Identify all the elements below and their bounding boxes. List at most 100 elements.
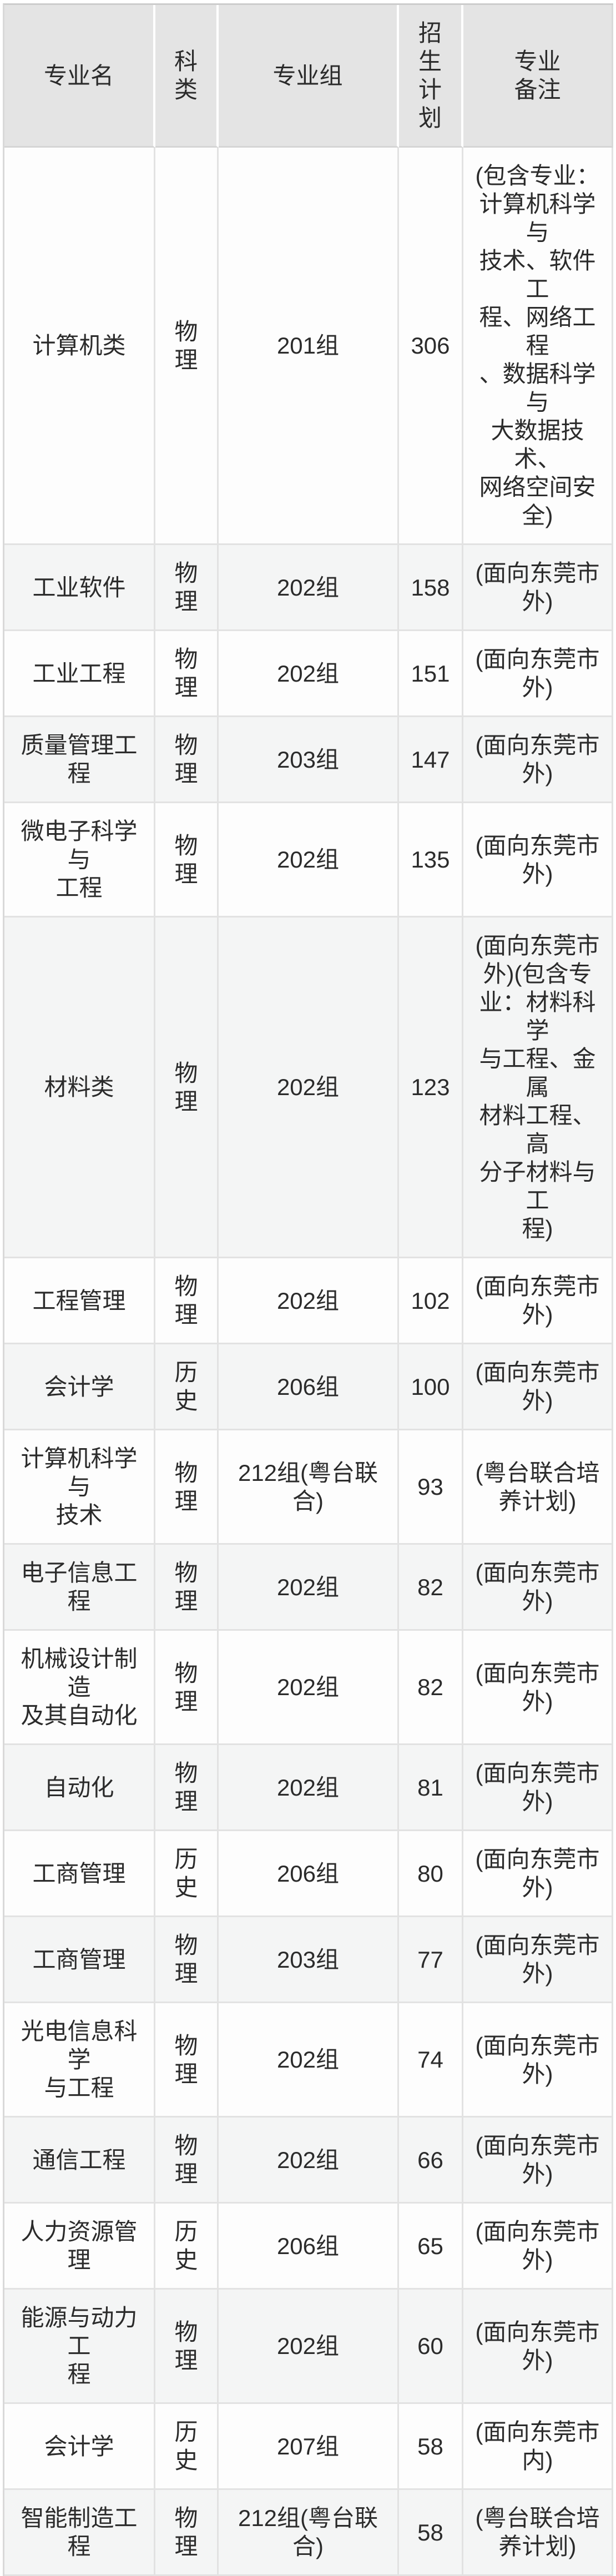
major-group-cell: 206组 (219, 2204, 399, 2290)
enrollment-plan-cell: 80 (399, 1831, 463, 1917)
major-remark-cell: (面向东莞市 外) (463, 1344, 613, 1430)
major-group-cell: 202组 (219, 918, 399, 1258)
major-name-cell: 材料类 (4, 918, 155, 1258)
table-row: 工商管理 历 史 206组 80 (面向东莞市 外) (4, 1831, 613, 1917)
subject-type-cell: 物 理 (155, 1258, 219, 1344)
table-row: 工业软件 物 理 202组 158 (面向东莞市 外) (4, 545, 613, 631)
major-remark-cell: (面向东莞市 外) (463, 803, 613, 918)
enrollment-plan-cell: 82 (399, 1631, 463, 1745)
major-remark-cell: (粤台联合培 养计划) (463, 1430, 613, 1545)
major-name-cell: 通信工程 (4, 2118, 155, 2204)
subject-type-cell: 物 理 (155, 2290, 219, 2404)
major-group-cell: 202组 (219, 1745, 399, 1831)
major-remark-cell: (面向东莞市 外) (463, 1831, 613, 1917)
major-group-cell: 212组(粤台联 合) (219, 1430, 399, 1545)
major-name-cell: 会计学 (4, 1344, 155, 1430)
subject-type-cell: 物 理 (155, 918, 219, 1258)
major-remark-cell: (面向东莞市 外) (463, 545, 613, 631)
major-remark-cell: (面向东莞市 外)(包含专 业：材料科 学 与工程、金 属 材料工程、 高 分子… (463, 918, 613, 1258)
major-name-cell: 智能制造工 程 (4, 2490, 155, 2576)
major-remark-cell: (面向东莞市 外) (463, 1917, 613, 2003)
table-row: 工商管理 物 理 203组 77 (面向东莞市 外) (4, 1917, 613, 2003)
enrollment-plan-cell: 77 (399, 1917, 463, 2003)
table-row: 会计学 历 史 206组 100 (面向东莞市 外) (4, 1344, 613, 1430)
table-row: 机械设计制 造 及其自动化 物 理 202组 82 (面向东莞市 外) (4, 1631, 613, 1745)
table-row: 光电信息科 学 与工程 物 理 202组 74 (面向东莞市 外) (4, 2003, 613, 2118)
table-row: 计算机类 物 理 201组 306 (包含专业： 计算机科学 与 技术、软件 工… (4, 148, 613, 545)
major-name-cell: 光电信息科 学 与工程 (4, 2003, 155, 2118)
enrollment-plan-cell: 306 (399, 148, 463, 545)
table-row: 电子信息工 程 物 理 202组 82 (面向东莞市 外) (4, 1545, 613, 1631)
table-row: 材料类 物 理 202组 123 (面向东莞市 外)(包含专 业：材料科 学 与… (4, 918, 613, 1258)
major-name-cell: 质量管理工 程 (4, 717, 155, 803)
enrollment-plan-cell: 60 (399, 2290, 463, 2404)
table-row: 自动化 物 理 202组 81 (面向东莞市 外) (4, 1745, 613, 1831)
major-group-cell: 202组 (219, 1631, 399, 1745)
column-header-enrollment-plan: 招 生 计 划 (399, 5, 463, 148)
column-header-major-name: 专业名 (4, 5, 155, 148)
major-remark-cell: (粤台联合培 养计划) (463, 2490, 613, 2576)
major-name-cell: 计算机科学 与 技术 (4, 1430, 155, 1545)
major-remark-cell: (面向东莞市 外) (463, 1631, 613, 1745)
table-row: 通信工程 物 理 202组 66 (面向东莞市 外) (4, 2118, 613, 2204)
major-name-cell: 工业软件 (4, 545, 155, 631)
enrollment-plan-cell: 74 (399, 2003, 463, 2118)
enrollment-plan-cell: 58 (399, 2404, 463, 2490)
column-header-subject-type: 科 类 (155, 5, 219, 148)
major-name-cell: 电子信息工 程 (4, 1545, 155, 1631)
enrollment-plan-cell: 123 (399, 918, 463, 1258)
enrollment-plan-cell: 58 (399, 2490, 463, 2576)
major-remark-cell: (面向东莞市 外) (463, 1258, 613, 1344)
subject-type-cell: 物 理 (155, 1745, 219, 1831)
enrollment-plan-cell: 102 (399, 1258, 463, 1344)
table-row: 会计学 历 史 207组 58 (面向东莞市 内) (4, 2404, 613, 2490)
enrollment-plan-cell: 65 (399, 2204, 463, 2290)
header-row: 专业名 科 类 专业组 招 生 计 划 专业 备注 (4, 5, 613, 148)
major-name-cell: 工程管理 (4, 1258, 155, 1344)
table-row: 智能制造工 程 物 理 212组(粤台联 合) 58 (粤台联合培 养计划) (4, 2490, 613, 2576)
enrollment-plan-cell: 81 (399, 1745, 463, 1831)
subject-type-cell: 物 理 (155, 717, 219, 803)
subject-type-cell: 历 史 (155, 1831, 219, 1917)
enrollment-plan-cell: 66 (399, 2118, 463, 2204)
table-row: 微电子科学 与 工程 物 理 202组 135 (面向东莞市 外) (4, 803, 613, 918)
major-group-cell: 207组 (219, 2404, 399, 2490)
subject-type-cell: 历 史 (155, 2404, 219, 2490)
subject-type-cell: 物 理 (155, 545, 219, 631)
major-group-cell: 212组(粤台联 合) (219, 2490, 399, 2576)
column-header-major-remark: 专业 备注 (463, 5, 613, 148)
major-remark-cell: (面向东莞市 外) (463, 2003, 613, 2118)
major-group-cell: 202组 (219, 545, 399, 631)
table-body: 计算机类 物 理 201组 306 (包含专业： 计算机科学 与 技术、软件 工… (4, 148, 613, 2576)
major-name-cell: 计算机类 (4, 148, 155, 545)
enrollment-plan-cell: 151 (399, 631, 463, 717)
major-group-cell: 201组 (219, 148, 399, 545)
table-row: 工程管理 物 理 202组 102 (面向东莞市 外) (4, 1258, 613, 1344)
table-row: 计算机科学 与 技术 物 理 212组(粤台联 合) 93 (粤台联合培 养计划… (4, 1430, 613, 1545)
major-group-cell: 202组 (219, 803, 399, 918)
major-group-cell: 202组 (219, 1258, 399, 1344)
enrollment-plan-cell: 135 (399, 803, 463, 918)
subject-type-cell: 物 理 (155, 148, 219, 545)
enrollment-plan-cell: 158 (399, 545, 463, 631)
major-group-cell: 202组 (219, 1545, 399, 1631)
major-group-cell: 202组 (219, 631, 399, 717)
major-name-cell: 工商管理 (4, 1917, 155, 2003)
major-name-cell: 工商管理 (4, 1831, 155, 1917)
subject-type-cell: 物 理 (155, 2490, 219, 2576)
major-remark-cell: (面向东莞市 外) (463, 631, 613, 717)
major-name-cell: 会计学 (4, 2404, 155, 2490)
major-group-cell: 203组 (219, 717, 399, 803)
table-row: 人力资源管 理 历 史 206组 65 (面向东莞市 外) (4, 2204, 613, 2290)
subject-type-cell: 历 史 (155, 1344, 219, 1430)
major-name-cell: 能源与动力 工 程 (4, 2290, 155, 2404)
major-name-cell: 人力资源管 理 (4, 2204, 155, 2290)
major-remark-cell: (面向东莞市 外) (463, 2118, 613, 2204)
major-group-cell: 202组 (219, 2003, 399, 2118)
subject-type-cell: 物 理 (155, 803, 219, 918)
table-row: 质量管理工 程 物 理 203组 147 (面向东莞市 外) (4, 717, 613, 803)
table-row: 工业工程 物 理 202组 151 (面向东莞市 外) (4, 631, 613, 717)
subject-type-cell: 物 理 (155, 1917, 219, 2003)
subject-type-cell: 物 理 (155, 1430, 219, 1545)
major-group-cell: 202组 (219, 2118, 399, 2204)
